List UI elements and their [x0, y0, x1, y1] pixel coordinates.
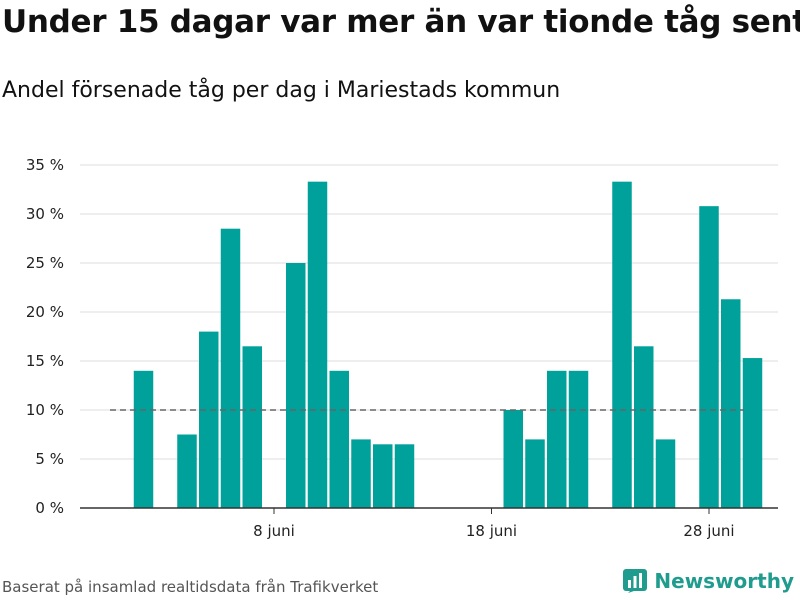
- bar: [199, 331, 219, 508]
- source-note: Baserat på insamlad realtidsdata från Tr…: [2, 578, 379, 596]
- bar: [373, 444, 393, 508]
- x-tick-label: 18 juni: [466, 522, 517, 540]
- y-tick-label: 10 %: [26, 401, 64, 419]
- bar: [634, 346, 654, 508]
- y-tick-label: 5 %: [35, 450, 64, 468]
- bar: [242, 346, 262, 508]
- bar: [568, 370, 589, 508]
- bar: [307, 181, 328, 508]
- bar: [329, 370, 349, 508]
- chart-title: Under 15 dagar var mer än var tionde tåg…: [2, 4, 800, 40]
- bar: [655, 439, 676, 508]
- bar: [612, 181, 632, 508]
- y-tick-label: 0 %: [35, 499, 64, 517]
- newsworthy-logo-icon: [623, 569, 648, 593]
- y-tick-label: 15 %: [26, 352, 64, 370]
- y-tick-label: 35 %: [26, 156, 64, 174]
- bar: [286, 263, 306, 508]
- bar: [220, 228, 241, 508]
- brand-logo: Newsworthy: [622, 568, 794, 594]
- x-tick-label: 8 juni: [253, 522, 295, 540]
- x-tick-label: 28 juni: [683, 522, 734, 540]
- y-tick-label: 20 %: [26, 303, 64, 321]
- bar: [177, 434, 197, 508]
- bar: [721, 299, 741, 508]
- bar: [547, 370, 567, 508]
- bar: [394, 444, 415, 508]
- bar: [351, 439, 371, 508]
- bar: [503, 410, 523, 508]
- bar: [133, 370, 154, 508]
- bar: [525, 439, 545, 508]
- chart-subtitle: Andel försenade tåg per dag i Mariestads…: [2, 78, 561, 103]
- bar: [742, 358, 763, 508]
- y-tick-label: 30 %: [26, 205, 64, 223]
- bar: [699, 206, 719, 508]
- y-tick-label: 25 %: [26, 254, 64, 272]
- brand-name: Newsworthy: [654, 569, 794, 593]
